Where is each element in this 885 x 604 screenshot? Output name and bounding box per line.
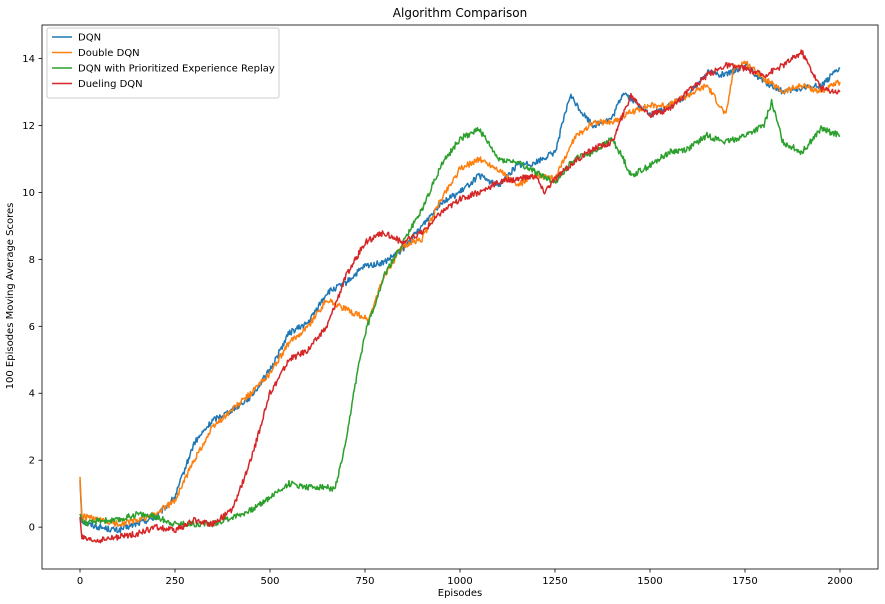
y-tick-label: 12 [22,121,35,132]
y-tick-label: 4 [29,389,35,400]
legend-label: DQN with Prioritized Experience Replay [78,64,275,75]
series-line-3 [79,49,841,544]
y-tick-label: 10 [22,188,35,199]
x-tick-label: 2000 [827,576,852,587]
legend-label: Dueling DQN [78,79,143,90]
x-tick-label: 1750 [732,576,757,587]
legend-box [46,27,280,99]
x-tick-label: 0 [77,576,83,587]
y-axis: 0 2 4 6 8 10 12 14 [22,54,42,534]
x-tick-label: 250 [165,576,184,587]
y-tick-label: 0 [29,523,35,534]
x-tick-label: 1250 [542,576,567,587]
y-axis-label: 100 Episodes Moving Average Scores [5,203,16,390]
x-tick-label: 1000 [447,576,472,587]
chart-title: Algorithm Comparison [393,6,527,20]
y-tick-label: 8 [29,255,35,266]
series-layer [79,49,841,544]
legend-label: DQN [78,33,101,44]
x-tick-label: 500 [260,576,279,587]
x-tick-label: 750 [355,576,374,587]
y-tick-label: 6 [29,322,35,333]
y-tick-label: 14 [22,54,35,65]
y-tick-label: 2 [29,456,35,467]
x-axis: 0 250 500 750 1000 1250 1500 1750 2000 [77,569,853,587]
x-axis-label: Episodes [438,588,482,599]
x-tick-label: 1500 [637,576,662,587]
legend: DQN Double DQN DQN with Prioritized Experi… [46,27,280,99]
series-line-1 [79,60,841,528]
series-line-2 [79,98,841,528]
legend-label: Double DQN [78,48,140,59]
